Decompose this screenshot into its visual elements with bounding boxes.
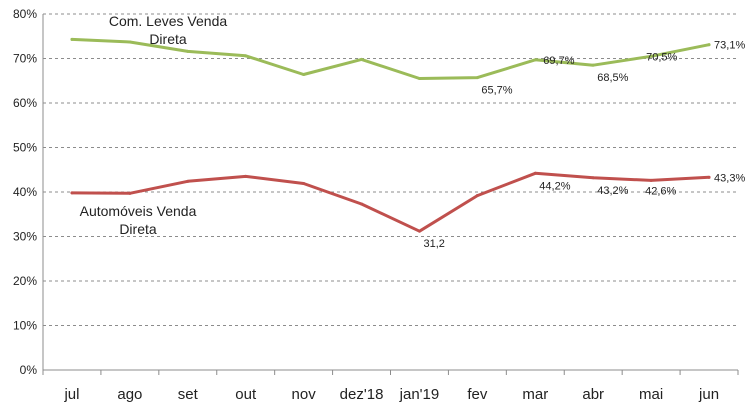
gridlines <box>43 13 738 326</box>
data-label: 43,2% <box>597 185 628 197</box>
series-name-label: Automóveis Venda <box>80 203 197 219</box>
data-point <box>533 171 537 175</box>
x-tick-label: abr <box>582 386 604 403</box>
y-tick-label: 30% <box>13 230 37 244</box>
data-point <box>417 229 421 233</box>
series-name-label: Direta <box>149 31 187 47</box>
y-tick-label: 10% <box>13 319 37 333</box>
y-tick-label: 80% <box>13 7 37 21</box>
x-tick-labels: jul ago set out nov dez'18 jan'19 fev mar abr mai j… <box>63 386 719 403</box>
data-point <box>533 58 537 62</box>
x-tick-label: mar <box>522 386 548 403</box>
y-tick-label: 0% <box>20 363 38 377</box>
y-tick-label: 50% <box>13 141 37 155</box>
axes <box>42 14 739 375</box>
x-tick-label: ago <box>117 386 142 403</box>
x-tick-label: jul <box>63 386 79 403</box>
data-label: 65,7% <box>481 85 512 97</box>
data-point <box>128 191 132 195</box>
data-point <box>649 178 653 182</box>
data-point <box>244 174 248 178</box>
data-label: 44,2% <box>539 180 570 192</box>
data-labels: 65,7% 69,7% 68,5% 70,5% 73,1% 31,2 44,2% 43,2% 4… <box>423 40 745 250</box>
data-point <box>475 76 479 80</box>
data-label: 42,6% <box>645 185 676 197</box>
data-point <box>707 43 711 47</box>
x-tick-label: jan'19 <box>399 386 440 403</box>
data-point <box>475 194 479 198</box>
data-point <box>360 202 364 206</box>
series-line <box>70 37 711 80</box>
data-label: 69,7% <box>543 55 574 67</box>
data-point <box>417 77 421 81</box>
data-label: 68,5% <box>597 72 628 84</box>
series-names: Com. Leves Venda Direta Automóveis Venda Di… <box>80 13 228 237</box>
data-point <box>360 57 364 61</box>
data-label: 31,2 <box>423 238 444 250</box>
data-point <box>302 73 306 77</box>
y-tick-label: 60% <box>13 96 37 110</box>
data-point <box>186 49 190 53</box>
x-tick-label: fev <box>467 386 488 403</box>
data-label: 73,1% <box>714 40 745 52</box>
data-label: 43,3% <box>714 172 745 184</box>
series-name-label: Direta <box>119 221 157 237</box>
data-label: 70,5% <box>646 51 677 63</box>
y-tick-label: 70% <box>13 52 37 66</box>
x-tick-label: nov <box>292 386 317 403</box>
data-point <box>591 176 595 180</box>
x-tick-label: mai <box>639 386 663 403</box>
data-point <box>302 182 306 186</box>
series-line <box>70 171 711 233</box>
data-point <box>244 54 248 58</box>
x-tick-label: out <box>235 386 257 403</box>
x-tick-label: jun <box>698 386 719 403</box>
data-point <box>128 40 132 44</box>
data-point <box>591 63 595 67</box>
x-tick-label: set <box>178 386 199 403</box>
y-tick-labels: 0% 10% 20% 30% 40% 50% 60% 70% 80% <box>13 7 37 377</box>
data-point <box>649 54 653 58</box>
series-name-label: Com. Leves Venda <box>109 13 228 29</box>
data-point <box>70 191 74 195</box>
y-tick-label: 40% <box>13 185 37 199</box>
data-point <box>707 175 711 179</box>
x-tick-label: dez'18 <box>340 386 384 403</box>
series-lines <box>70 37 711 233</box>
data-point <box>70 37 74 41</box>
y-tick-label: 20% <box>13 274 37 288</box>
data-point <box>186 179 190 183</box>
